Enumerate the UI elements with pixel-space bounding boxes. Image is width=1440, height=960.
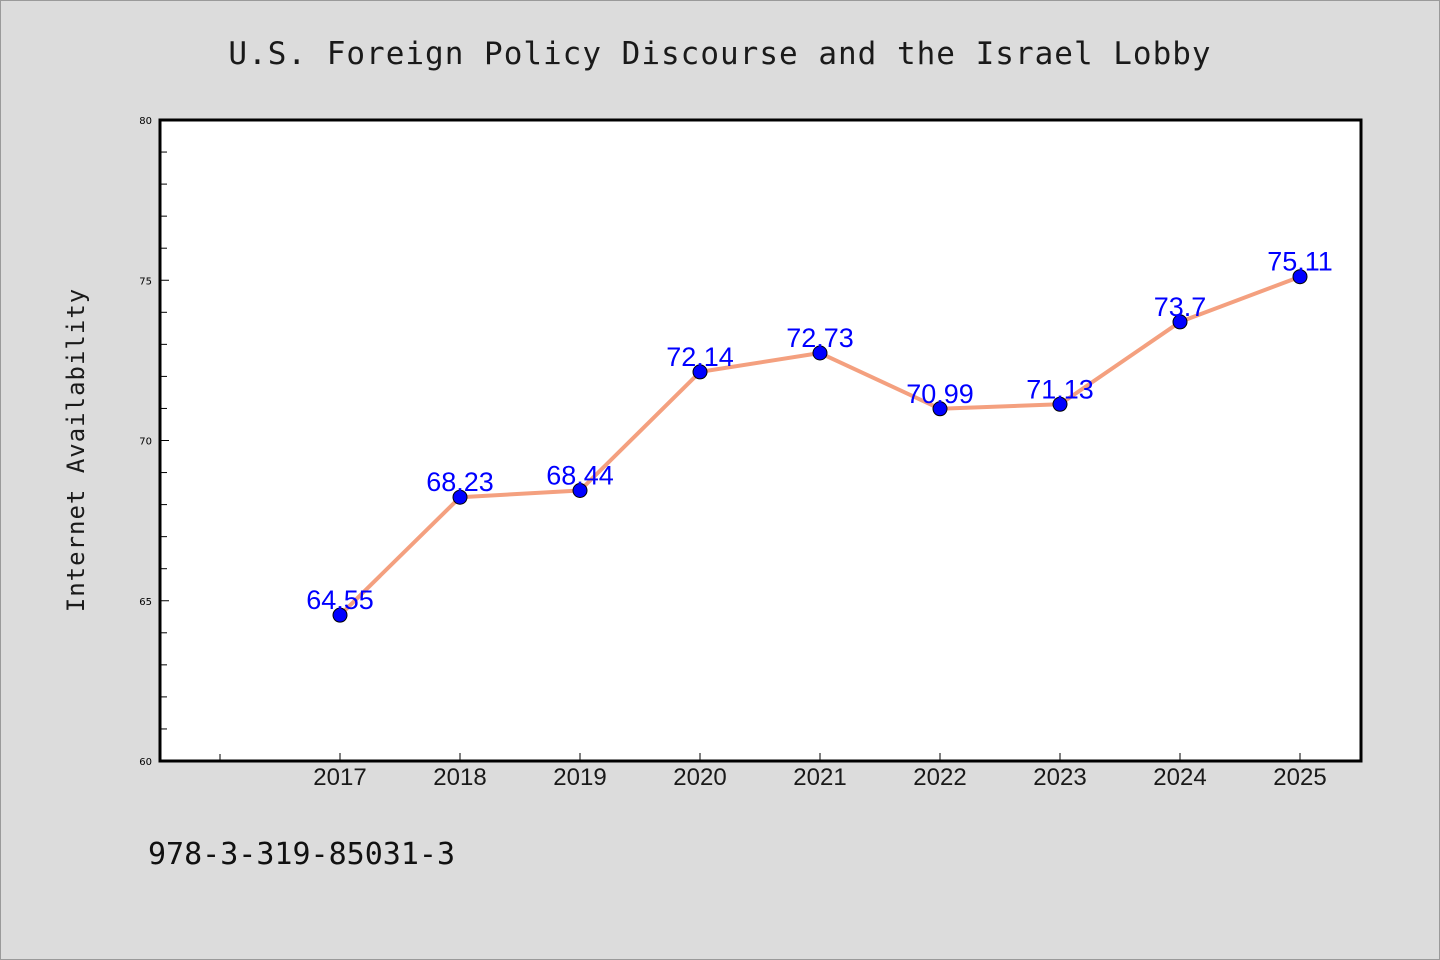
x-tick-label: 2019 [553, 764, 606, 791]
plot-area [158, 118, 1363, 763]
y-axis-label: Internet Availability [62, 288, 90, 612]
data-labels: 64.55 68.23 68.44 72.14 72.73 70.99 71.13 73.7 7… [306, 247, 1333, 615]
data-point [572, 482, 588, 498]
chart-title: U.S. Foreign Policy Discourse and the Is… [228, 36, 1211, 72]
data-point [1292, 269, 1308, 285]
x-tick-label: 2022 [913, 764, 966, 791]
data-label: 68.23 [426, 467, 494, 497]
x-tick-label: 2025 [1273, 764, 1326, 791]
data-point [1052, 396, 1068, 412]
x-tick-label: 2024 [1153, 764, 1206, 791]
y-axis: 60 65 70 75 80 [139, 116, 169, 768]
y-tick-label: 75 [139, 276, 152, 287]
data-point [1172, 314, 1188, 330]
series-layer [332, 269, 1308, 623]
x-tick-label: 2023 [1033, 764, 1086, 791]
data-point [812, 345, 828, 361]
data-point [452, 489, 468, 505]
x-tick-label: 2020 [673, 764, 726, 791]
data-label: 64.55 [306, 585, 374, 615]
data-label: 70.99 [906, 379, 974, 409]
data-label: 68.44 [546, 460, 614, 490]
x-tick-label: 2018 [433, 764, 486, 791]
data-point [932, 401, 948, 417]
data-point [692, 364, 708, 380]
x-axis: 2017 2018 2019 2020 2021 2022 2023 2024 2025 [219, 753, 1327, 791]
data-label: 71.13 [1026, 374, 1094, 404]
data-label: 75.11 [1267, 247, 1333, 277]
data-label: 73.7 [1154, 292, 1207, 322]
y-tick-label: 65 [139, 597, 152, 608]
x-tick-label: 2021 [793, 764, 846, 791]
isbn-text: 978-3-319-85031-3 [148, 837, 455, 872]
y-tick-label: 60 [139, 757, 152, 768]
x-tick-label: 2017 [313, 764, 366, 791]
y-tick-label: 70 [139, 437, 152, 448]
data-label: 72.14 [666, 342, 734, 372]
data-label: 72.73 [786, 323, 854, 353]
y-tick-label: 80 [139, 116, 152, 127]
data-point [332, 607, 348, 623]
